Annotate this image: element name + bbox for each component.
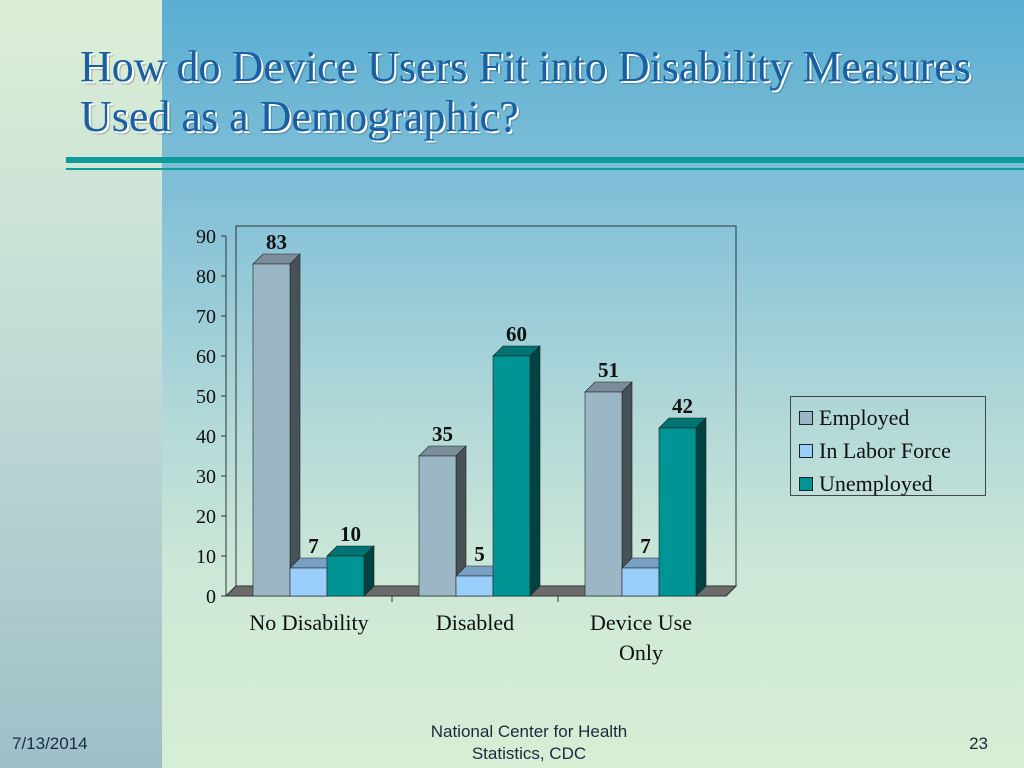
y-tick-label-60: 60 <box>196 346 216 368</box>
data-label-in-labor-force-disabled: 5 <box>474 542 485 566</box>
data-label-unemployed-disabled: 60 <box>506 322 527 346</box>
data-label-unemployed-device-use-only: 42 <box>672 394 693 418</box>
y-tick-label-90: 90 <box>196 226 216 248</box>
bar-side-unemployed-device-use-only <box>695 417 707 597</box>
legend-label-in-labor-force: In Labor Force <box>819 437 951 463</box>
data-label-unemployed-no-disability: 10 <box>340 522 361 546</box>
bar-in-labor-force-no-disability <box>289 567 328 597</box>
legend-swatch-unemployed <box>799 476 813 491</box>
legend-label-unemployed: Unemployed <box>819 470 933 496</box>
bar-in-labor-force-disabled <box>455 575 494 597</box>
legend-label-employed: Employed <box>819 404 910 430</box>
x-tick-label-device-use-only: Device Use Only <box>590 610 692 665</box>
footer-organization: National Center for Health Statistics, C… <box>430 722 628 763</box>
y-tick-label-70: 70 <box>196 306 216 328</box>
legend-swatch-in-labor-force <box>799 443 813 458</box>
legend-swatch-employed <box>799 410 813 425</box>
bar-unemployed-device-use-only <box>658 427 697 597</box>
y-tick-label-40: 40 <box>196 426 216 448</box>
chart-legend: Employed In Labor Force Unemployed <box>790 396 986 496</box>
left-background-panel <box>0 0 162 768</box>
bar-employed-device-use-only <box>584 391 623 597</box>
y-tick-label-10: 10 <box>196 546 216 568</box>
y-tick-label-20: 20 <box>196 506 216 528</box>
title-divider-thin <box>66 168 1024 170</box>
bar-side-employed-no-disability <box>289 253 301 597</box>
footer-date: 7/13/2014 <box>12 734 88 753</box>
data-label-in-labor-force-no-disability: 7 <box>308 534 319 558</box>
y-tick-label-30: 30 <box>196 466 216 488</box>
y-tick-label-50: 50 <box>196 386 216 408</box>
x-tick-label-disabled: Disabled <box>436 610 514 635</box>
bar-in-labor-force-device-use-only <box>621 567 660 597</box>
legend-item-employed: Employed <box>799 401 985 434</box>
bar-unemployed-no-disability <box>326 555 365 597</box>
bar-unemployed-disabled <box>492 355 531 597</box>
data-label-employed-disabled: 35 <box>432 422 453 446</box>
data-label-employed-device-use-only: 51 <box>598 358 619 382</box>
footer-page-number: 23 <box>969 734 988 753</box>
slide-title: How do Device Users Fit into Disability … <box>80 42 971 141</box>
x-tick-label-no-disability: No Disability <box>249 610 368 635</box>
y-tick-label-80: 80 <box>196 266 216 288</box>
legend-item-in-labor-force: In Labor Force <box>799 434 985 467</box>
legend-item-unemployed: Unemployed <box>799 467 985 500</box>
bar-employed-no-disability <box>252 263 291 597</box>
bar-employed-disabled <box>418 455 457 597</box>
bar-side-unemployed-disabled <box>529 345 541 597</box>
data-label-employed-no-disability: 83 <box>266 230 287 254</box>
y-tick-label-0: 0 <box>206 586 216 608</box>
title-divider-thick <box>66 157 1024 163</box>
data-label-in-labor-force-device-use-only: 7 <box>640 534 651 558</box>
